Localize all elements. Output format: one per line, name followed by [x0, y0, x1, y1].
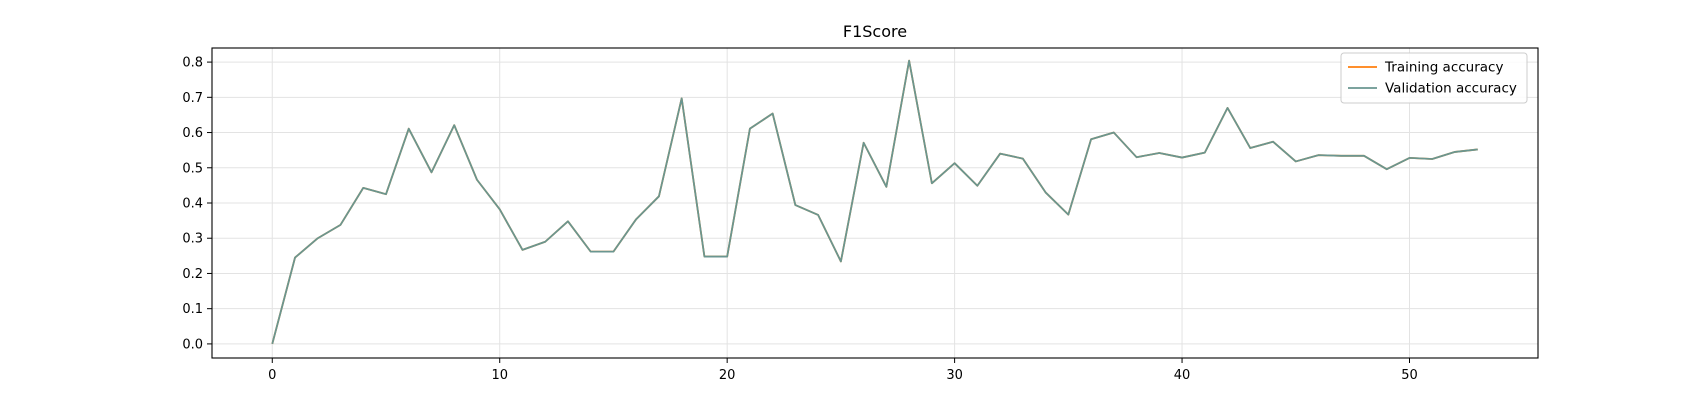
x-tick-label: 40 — [1174, 368, 1191, 383]
y-axis-ticks: 0.0 0.1 0.2 0.3 0.4 0.5 0.6 0.7 0.8 — [182, 56, 212, 352]
training-accuracy-line — [271, 59, 1478, 345]
y-tick-label: 0.7 — [182, 91, 203, 106]
y-tick-label: 0.3 — [182, 232, 203, 247]
x-tick-label: 50 — [1401, 368, 1418, 383]
x-tick-label: 10 — [491, 368, 508, 383]
y-tick-label: 0.2 — [182, 267, 203, 282]
x-axis-ticks: 0 10 20 30 40 50 — [268, 358, 1418, 383]
grid — [212, 48, 1538, 358]
legend-label: Training accuracy — [1384, 60, 1503, 76]
x-tick-label: 30 — [946, 368, 963, 383]
series-lines — [271, 59, 1478, 345]
x-tick-label: 0 — [268, 368, 276, 383]
y-tick-label: 0.8 — [182, 56, 203, 71]
x-tick-label: 20 — [719, 368, 736, 383]
y-tick-label: 0.1 — [182, 302, 203, 317]
y-tick-label: 0.0 — [182, 337, 203, 352]
y-tick-label: 0.5 — [182, 161, 203, 176]
chart-title: F1Score — [843, 22, 907, 41]
legend-label: Validation accuracy — [1385, 81, 1517, 97]
legend: Training accuracy Validation accuracy — [1340, 52, 1528, 104]
y-tick-label: 0.4 — [182, 197, 203, 212]
y-tick-label: 0.6 — [182, 126, 203, 141]
legend-box — [1340, 52, 1528, 104]
validation-accuracy-line — [271, 59, 1478, 345]
